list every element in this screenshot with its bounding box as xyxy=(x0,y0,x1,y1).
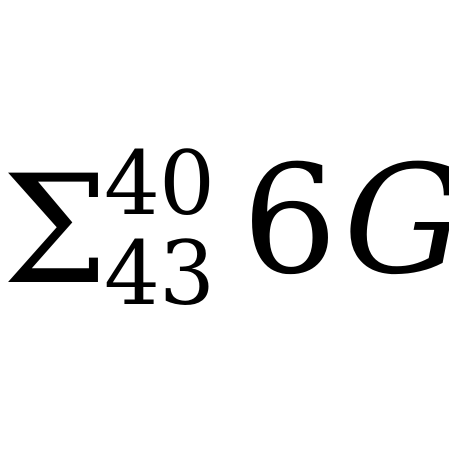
subscript-index: 43 xyxy=(104,222,215,325)
summand-term: 6G xyxy=(242,146,449,296)
variable-symbol: G xyxy=(343,134,449,308)
sigma-operator: Σ xyxy=(2,144,109,318)
superscript-index: 40 xyxy=(104,132,215,235)
coefficient: 6 xyxy=(242,134,338,308)
